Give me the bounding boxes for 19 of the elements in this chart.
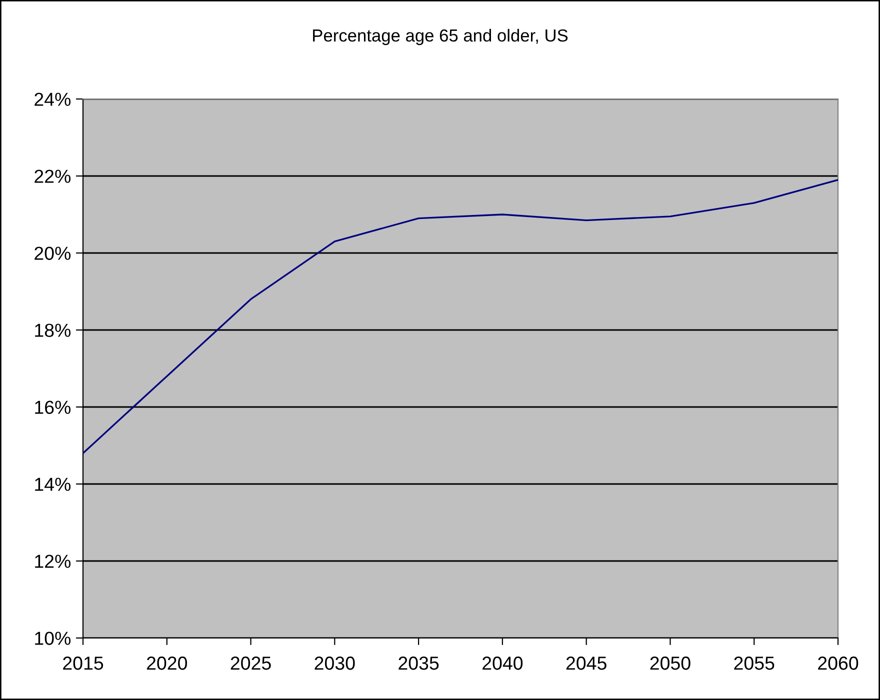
y-tick-label: 20% — [34, 246, 71, 260]
x-tick-label: 2025 — [230, 656, 271, 670]
x-tick-label: 2050 — [650, 656, 690, 670]
x-tick-label: 2030 — [314, 656, 355, 670]
x-tick-label: 2055 — [734, 656, 774, 670]
y-tick-label: 10% — [35, 632, 71, 645]
x-tick-label: 2035 — [398, 656, 439, 670]
y-tick-label: 22% — [34, 170, 71, 183]
x-tick-label: 2015 — [63, 656, 104, 670]
y-tick-label: 24% — [34, 92, 71, 106]
x-tick-label: 2060 — [818, 656, 858, 670]
x-tick-label: 2020 — [146, 656, 188, 670]
x-tick-label: 2040 — [482, 656, 523, 670]
y-tick-label: 16% — [35, 400, 71, 414]
y-tick-label: 14% — [35, 478, 71, 491]
chart-title: Percentage age 65 and older, US — [313, 28, 568, 46]
x-tick-label: 2045 — [566, 656, 606, 670]
y-tick-label: 12% — [35, 554, 71, 568]
y-tick-label: 18% — [35, 324, 71, 337]
